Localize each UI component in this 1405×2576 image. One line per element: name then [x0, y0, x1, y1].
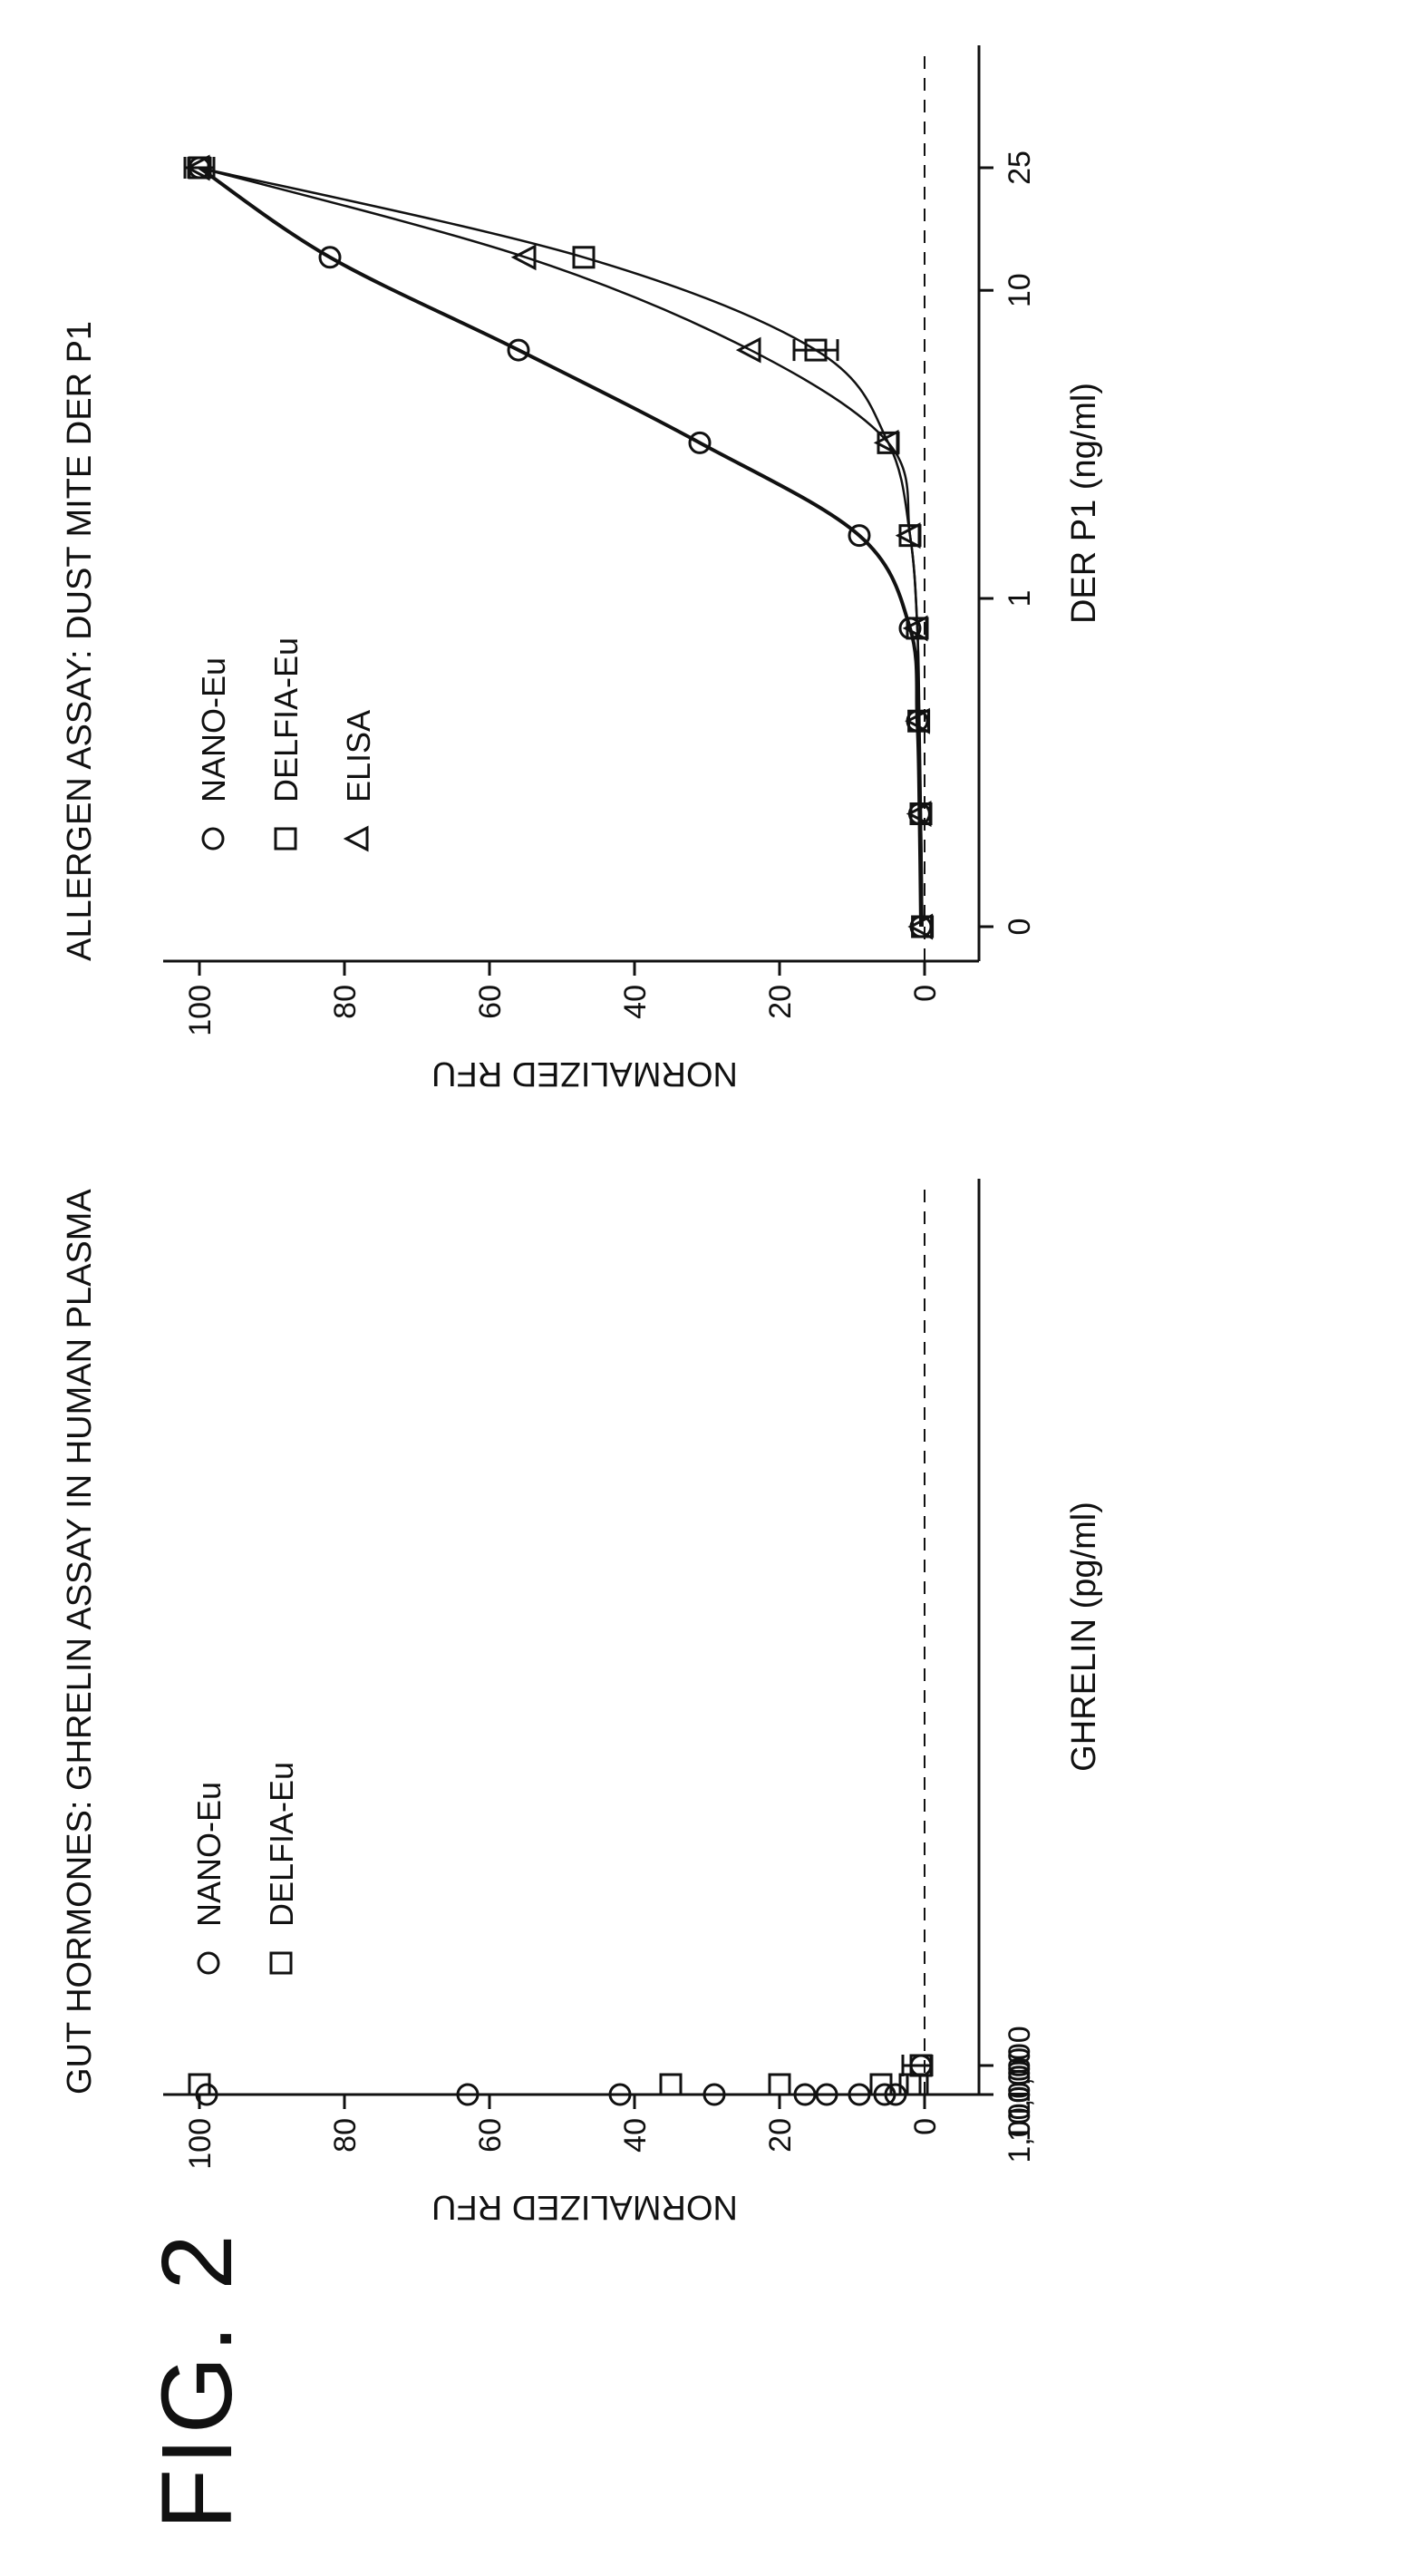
data-point-square [869, 2073, 893, 2096]
data-point-circle [793, 2083, 817, 2106]
y-tick-label: 100 [183, 2118, 218, 2170]
data-point-circle [848, 524, 871, 548]
y-tick-label: 80 [328, 2118, 363, 2153]
chart-rotated-frame: 0 20 40 60 80 100 0 1 10 25 DER P1 (ng/ml) NORMALIZ… [61, 45, 1103, 1093]
ghrelin-chart-panel: 0204060801000110010,0001,000,000GHRELIN … [61, 1179, 1103, 2226]
data-point-triangle [184, 154, 210, 181]
x-axis-label: GHRELIN (pg/ml) [1065, 1502, 1103, 1772]
x-tick-label: 100 [1003, 2069, 1037, 2121]
series-curve-circle [198, 166, 923, 928]
data-point-square [572, 246, 596, 269]
data-point-circle [848, 2083, 871, 2106]
data-point-triangle [906, 801, 932, 827]
data-point-triangle [735, 336, 761, 364]
legend-marker-square [269, 1951, 293, 1975]
legend-marker-circle [197, 1951, 220, 1975]
y-tick-label: 60 [473, 2118, 508, 2153]
y-tick-label: 20 [763, 985, 798, 1019]
legend-marker-triangle [343, 825, 369, 852]
data-point-square [804, 338, 828, 362]
y-tick-label: 80 [328, 985, 363, 1019]
x-tick-label: 25 [1003, 151, 1037, 185]
data-point-square [768, 2073, 791, 2096]
x-tick-label: 1 [1003, 2086, 1037, 2104]
series-curve-triangle [199, 166, 924, 928]
data-point-circle [507, 338, 530, 362]
y-tick-label: 40 [618, 985, 653, 1019]
figure-label-group: FIG. 2 [141, 2231, 253, 2530]
chart-title: ALLERGEN ASSAY: DUST MITE DER P1 [61, 321, 99, 961]
x-tick-label: 10,000 [1003, 2047, 1037, 2142]
data-point-triangle [510, 244, 537, 271]
data-point-triangle [895, 522, 921, 549]
data-point-circle [608, 2083, 632, 2106]
y-tick-label: 100 [183, 985, 218, 1036]
legend-label: NANO-Eu [195, 657, 232, 802]
data-point-square [659, 2073, 683, 2096]
x-tick-label: 0 [1003, 919, 1037, 936]
series-curve-square [199, 166, 924, 928]
chart-rotated-frame: 0204060801000110010,0001,000,000GHRELIN … [61, 1179, 1103, 2226]
y-tick-label: 20 [763, 2118, 798, 2153]
legend-label: DELFIA-Eu [263, 1762, 300, 1927]
y-tick-label: 40 [618, 2118, 653, 2153]
data-point-circle [702, 2083, 726, 2106]
y-axis-label: NORMALIZED RFU [431, 1055, 738, 1093]
y-tick-label: 0 [908, 985, 943, 1002]
data-point-triangle [873, 429, 899, 456]
data-point-square [188, 2073, 211, 2096]
y-tick-label: 0 [908, 2118, 943, 2135]
x-axis-label: DER P1 (ng/ml) [1065, 383, 1103, 624]
data-point-square [898, 2073, 922, 2096]
data-point-triangle [902, 615, 928, 642]
x-tick-label: 1,000,000 [1003, 2026, 1037, 2163]
y-axis-label: NORMALIZED RFU [431, 2188, 738, 2226]
data-point-triangle [907, 913, 934, 940]
data-point-triangle [905, 707, 930, 734]
derp1-chart-panel: 0 20 40 60 80 100 0 1 10 25 DER P1 (ng/ml) NORMALIZ… [61, 45, 1103, 1093]
chart-title: GUT HORMONES: GHRELIN ASSAY IN HUMAN PLA… [61, 1189, 99, 2095]
data-point-circle [318, 246, 342, 269]
data-point-circle [688, 431, 712, 454]
y-tick-label: 60 [473, 985, 508, 1019]
x-tick-label: 0 [1003, 2057, 1037, 2075]
legend-label: ELISA [340, 710, 377, 802]
figure-label: FIG. 2 [141, 2231, 253, 2530]
legend-label: NANO-Eu [190, 1782, 228, 1927]
x-tick-label: 10 [1003, 273, 1037, 307]
data-point-circle [456, 2083, 480, 2106]
legend-marker-square [274, 827, 297, 851]
x-tick-label: 1 [1003, 590, 1037, 608]
legend-marker-circle [201, 827, 225, 851]
legend-label: DELFIA-Eu [267, 637, 305, 802]
